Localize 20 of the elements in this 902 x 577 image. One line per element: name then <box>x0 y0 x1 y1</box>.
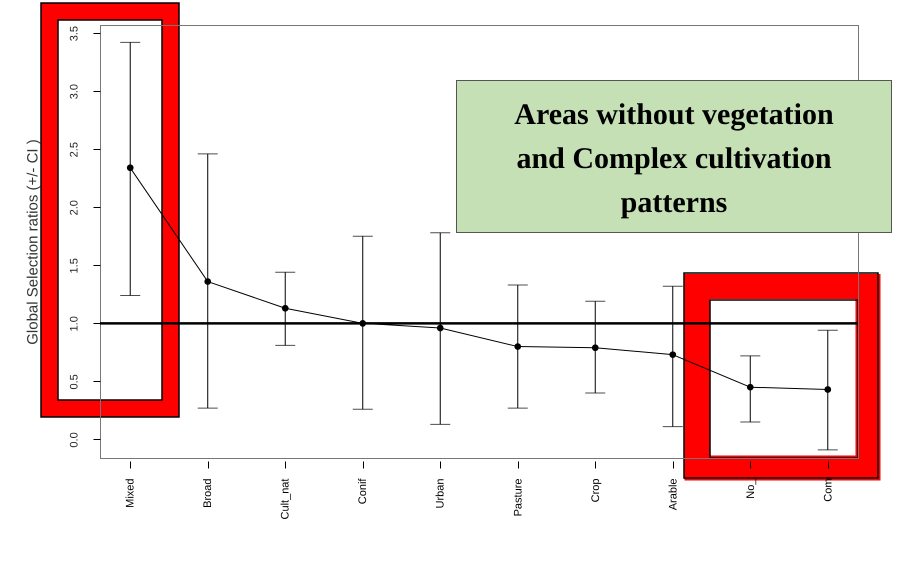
y-axis-title: Global Selection ratios (+/- CI ) <box>24 139 42 345</box>
y-tick-label: 1.5 <box>68 258 80 274</box>
x-tick-label: Conif <box>357 478 370 504</box>
x-tick-label: Cult_nat <box>280 478 292 520</box>
y-tick-label: 2.5 <box>68 142 80 158</box>
y-tick-label: 3.5 <box>68 26 80 42</box>
y-tick-label: 2.0 <box>68 200 80 216</box>
x-tick-label: Com <box>822 478 834 502</box>
x-tick-label: Crop <box>590 478 602 502</box>
x-tick-label: Broad <box>202 478 214 508</box>
note-box: Areas without vegetation and Complex cultivation patterns <box>456 80 892 233</box>
x-tick-label: Pasture <box>512 478 524 516</box>
x-tick-label: Mixed <box>124 478 137 508</box>
y-tick-label: 0.0 <box>68 432 80 448</box>
x-tick-label: No_ <box>744 478 757 499</box>
y-tick-label: 3.0 <box>68 84 80 100</box>
x-tick-label: Urban <box>434 478 447 508</box>
y-tick-label: 1.0 <box>68 316 80 332</box>
y-tick-label: 0.5 <box>68 374 80 390</box>
x-tick-label: Arable <box>667 478 680 510</box>
